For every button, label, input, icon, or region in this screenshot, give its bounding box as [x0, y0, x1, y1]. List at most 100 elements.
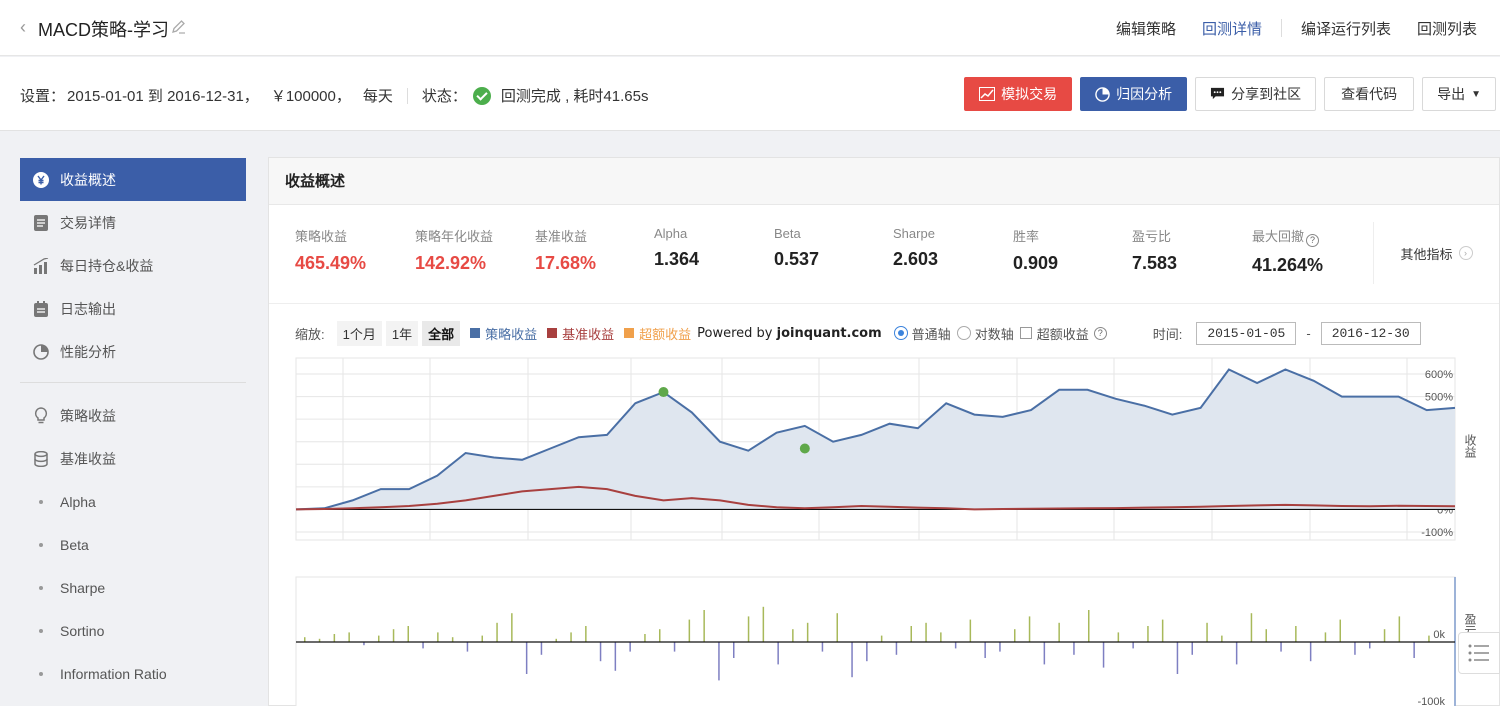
pencil-icon[interactable] — [170, 18, 188, 36]
volume-bar — [1413, 642, 1415, 658]
sidebar-item-trade-detail[interactable]: 交易详情 — [20, 201, 246, 244]
status-text: 回测完成 , 耗时41.65s — [500, 88, 649, 105]
list-menu-button[interactable] — [1458, 632, 1500, 674]
sidebar-item-label: 性能分析 — [60, 343, 116, 360]
volume-bar — [1088, 610, 1090, 642]
zoom-label: 缩放: — [295, 326, 325, 342]
calendar-icon — [33, 300, 49, 317]
volume-bar — [1191, 642, 1193, 655]
volume-y-tick: -100k — [1417, 696, 1445, 706]
nav-backtest-list[interactable]: 回测列表 — [1416, 20, 1477, 38]
sidebar-sub-information-ratio[interactable]: Information Ratio — [20, 652, 246, 695]
back-icon[interactable]: ‹ — [20, 17, 26, 37]
document-icon — [33, 214, 49, 231]
volume-bar — [925, 622, 927, 642]
normal-axis-radio[interactable] — [893, 326, 908, 340]
action-buttons: 模拟交易 归因分析 分享到社区 查看代码 导出 ▼ — [956, 77, 1496, 111]
view-code-button[interactable]: 查看代码 — [1324, 77, 1415, 111]
volume-bar — [718, 642, 720, 681]
date-from-input[interactable]: 2015-01-05 — [1196, 321, 1297, 345]
legend-swatch-strategy — [470, 328, 481, 338]
volume-bar — [570, 632, 572, 642]
sidebar-sub-beta[interactable]: Beta — [20, 523, 246, 566]
other-metrics-button[interactable]: 其他指标 › — [1373, 222, 1499, 284]
volume-bar — [895, 642, 898, 655]
top-nav: 编辑策略 回测详情 编译运行列表 回测列表 — [1103, 0, 1490, 56]
sidebar-item-label: 每日持仓&收益 — [60, 257, 154, 274]
nav-edit-strategy[interactable]: 编辑策略 — [1115, 20, 1176, 38]
sidebar-sub-sharpe[interactable]: Sharpe — [20, 566, 246, 609]
help-icon[interactable]: ? — [1093, 326, 1107, 340]
settings-label: 设置： — [20, 88, 66, 105]
sidebar-sub-label: Information Ratio — [60, 665, 167, 682]
excess-return-checkbox[interactable] — [1019, 327, 1032, 339]
volume-bar — [1265, 629, 1267, 642]
volume-bar — [466, 642, 469, 652]
sidebar-item-performance[interactable]: 性能分析 — [20, 330, 246, 373]
volume-bar — [1324, 632, 1327, 642]
excess-return-toggle-label: 超额收益 — [1036, 326, 1089, 342]
powered-prefix: Powered by — [697, 325, 777, 341]
chart-controls: 缩放: 1个月 1年 全部 策略收益 基准收益 超额收益 Powered by … — [295, 320, 1485, 346]
volume-bar — [1221, 635, 1223, 642]
metric-label: 策略年化收益 — [415, 229, 494, 244]
sidebar-item-benchmark-return[interactable]: 基准收益 — [20, 437, 246, 480]
metric-value: 2.603 — [893, 249, 939, 269]
share-to-community-button[interactable]: 分享到社区 — [1195, 77, 1317, 111]
metric-max-drawdown: 最大回撤? 41.264% — [1252, 226, 1323, 276]
volume-bar — [585, 626, 587, 642]
metric-label: 胜率 — [1013, 229, 1040, 244]
volume-bar — [969, 619, 972, 642]
volume-bar — [777, 642, 779, 665]
pnl-axis-label: 盈亏 — [1463, 613, 1477, 637]
attribution-analysis-label: 归因分析 — [1116, 86, 1173, 102]
log-axis-radio[interactable] — [956, 326, 971, 340]
yen-icon — [33, 171, 49, 188]
sidebar-item-strategy-return[interactable]: 策略收益 — [20, 394, 246, 437]
nav-backtest-detail[interactable]: 回测详情 — [1201, 20, 1262, 38]
nav-build-run-list[interactable]: 编译运行列表 — [1300, 20, 1391, 38]
volume-bar — [614, 642, 617, 671]
volume-bar — [733, 642, 735, 658]
metric-value: 142.92% — [415, 253, 487, 273]
zoom-all[interactable]: 全部 — [422, 320, 461, 346]
volume-bar — [555, 638, 557, 642]
list-icon — [1468, 644, 1489, 662]
zoom-1-month[interactable]: 1个月 — [336, 320, 382, 346]
date-to-input[interactable]: 2016-12-30 — [1320, 321, 1421, 345]
strategy-area-fill — [296, 369, 1455, 510]
help-icon[interactable]: ? — [1306, 234, 1320, 247]
volume-bar — [407, 626, 409, 642]
volume-bar — [1117, 632, 1120, 642]
sidebar-item-return-overview[interactable]: 收益概述 — [20, 158, 246, 201]
sidebar-sub-sortino[interactable]: Sortino — [20, 609, 246, 652]
simulate-trade-button[interactable]: 模拟交易 — [964, 77, 1073, 111]
volume-bar — [954, 642, 957, 649]
legend-excess-return[interactable]: 超额收益 — [639, 326, 692, 342]
top-bar: ‹ MACD策略-学习 编辑策略 回测详情 编译运行列表 回测列表 — [0, 0, 1500, 56]
attribution-analysis-button[interactable]: 归因分析 — [1080, 77, 1188, 111]
log-axis-label: 对数轴 — [974, 326, 1014, 342]
sidebar-item-daily-position[interactable]: 每日持仓&收益 — [20, 244, 246, 287]
legend-strategy-return[interactable]: 策略收益 — [485, 326, 538, 342]
bullet-icon — [39, 542, 43, 547]
sidebar-sub-label: Beta — [60, 536, 89, 553]
export-button[interactable]: 导出 ▼ — [1422, 77, 1496, 111]
zoom-1-year[interactable]: 1年 — [385, 320, 419, 346]
sidebar-sub-label: Sortino — [60, 622, 105, 639]
sidebar-sub-label: Alpha — [60, 493, 96, 510]
settings-line: 设置： 2015-01-01 到 2016-12-31， ￥100000， 每天… — [20, 85, 648, 106]
volume-bar — [1176, 642, 1179, 674]
volume-bar — [999, 642, 1001, 652]
volume-bar — [1073, 642, 1075, 655]
volume-y-tick: 0k — [1433, 629, 1445, 641]
volume-bar — [1295, 626, 1297, 642]
volume-bar — [806, 622, 809, 642]
sidebar-sub-alpha[interactable]: Alpha — [20, 480, 246, 523]
trade-marker — [658, 387, 669, 398]
pie-chart-icon — [1095, 86, 1110, 102]
legend-benchmark-return[interactable]: 基准收益 — [562, 326, 615, 342]
sidebar-item-log-output[interactable]: 日志输出 — [20, 287, 246, 330]
volume-bar — [1383, 629, 1386, 642]
sidebar-item-label: 收益概述 — [60, 171, 116, 188]
